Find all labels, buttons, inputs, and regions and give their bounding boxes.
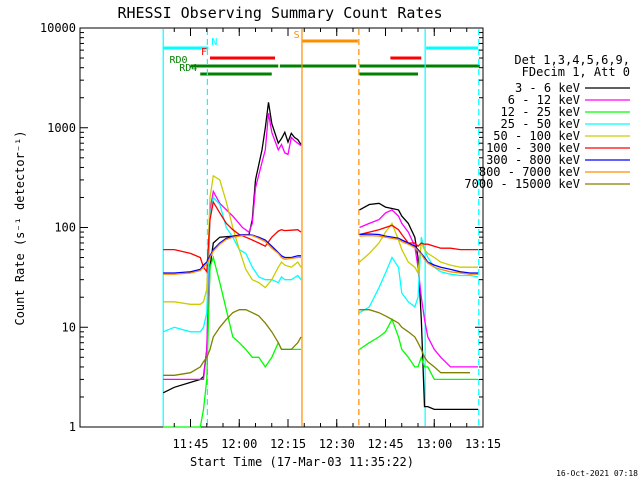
- series-line: [163, 233, 301, 274]
- footer-date: 16-Oct-2021 07:18: [556, 469, 638, 478]
- series-lines: [162, 102, 479, 428]
- y-axis-label: Count Rate (s⁻¹ detector⁻¹): [13, 130, 27, 325]
- series-line: [359, 233, 479, 274]
- x-tick-label: 12:00: [221, 437, 257, 451]
- legend-entry-label: 300 - 800 keV: [486, 153, 580, 167]
- legend-header: Det 1,3,4,5,6,9,: [514, 53, 630, 67]
- series-line: [359, 309, 470, 374]
- x-tick-label: 13:00: [416, 437, 452, 451]
- legend-entry-label: 100 - 300 keV: [486, 141, 580, 155]
- x-axis-label: Start Time (17-Mar-03 11:35:22): [190, 455, 414, 469]
- flag-label-rd0: RD0: [169, 55, 187, 66]
- series-line: [163, 309, 302, 376]
- x-tick-label: 13:15: [465, 437, 501, 451]
- series-line: [163, 255, 301, 428]
- y-tick-label: 1000: [47, 121, 76, 135]
- legend-header: FDecim 1, Att 0: [522, 65, 630, 79]
- series-line: [359, 202, 479, 411]
- series-line: [359, 222, 479, 276]
- y-tick-label: 1: [69, 420, 76, 434]
- series-line: [163, 113, 302, 381]
- legend-entry-label: 3 - 6 keV: [515, 81, 580, 95]
- series-line: [359, 237, 479, 314]
- axes: 1 10 100 1000 10000 11:45 12:00 12:15 12:30 12:45…: [40, 21, 501, 451]
- legend-entry-label: 50 - 100 keV: [493, 129, 580, 143]
- x-tick-label: 12:30: [319, 437, 355, 451]
- x-tick-label: 12:15: [270, 437, 306, 451]
- legend-entry-label: 800 - 7000 keV: [479, 165, 580, 179]
- flag-label-n: N: [211, 37, 217, 48]
- x-tick-label: 11:45: [172, 437, 208, 451]
- y-tick-label: 10: [62, 320, 76, 334]
- series-line: [163, 234, 301, 275]
- series-line: [163, 174, 302, 305]
- series-line: [359, 224, 479, 251]
- chart-title: RHESSI Observing Summary Count Rates: [117, 4, 442, 22]
- vertical-markers: [162, 29, 480, 426]
- flag-label-s: S: [294, 30, 300, 41]
- series-line: [359, 234, 479, 275]
- legend-entry-label: 6 - 12 keV: [508, 93, 580, 107]
- y-tick-label: 100: [54, 221, 76, 235]
- flag-label-f: F: [201, 47, 207, 58]
- flag-label-rd4: RD4: [179, 63, 197, 74]
- y-tick-label: 10000: [40, 21, 76, 35]
- legend-entry-label: 12 - 25 keV: [501, 105, 580, 119]
- x-tick-label: 12:45: [367, 437, 403, 451]
- legend-entry-label: 7000 - 15000 keV: [464, 177, 580, 191]
- legend: Det 1,3,4,5,6,9,FDecim 1, Att 0 3 - 6 keV…: [464, 53, 630, 191]
- series-line: [359, 317, 479, 381]
- legend-entry-label: 25 - 50 keV: [501, 117, 580, 131]
